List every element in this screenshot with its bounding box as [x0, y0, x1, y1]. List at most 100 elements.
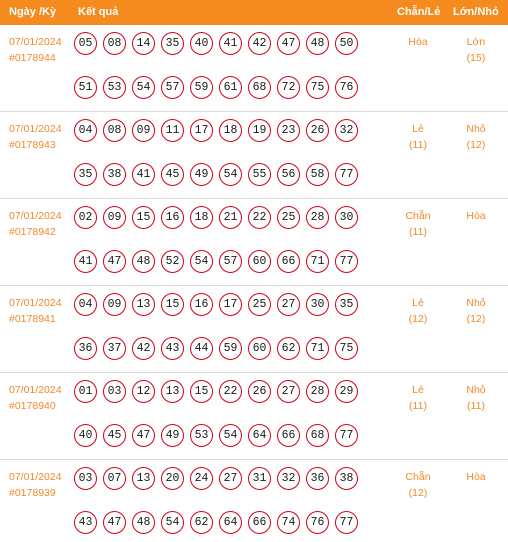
number-line: 36 37 42 43 44 59 60 62 71 75	[74, 337, 366, 360]
number-ball: 08	[103, 32, 126, 55]
odd-even-label: Chẵn	[405, 471, 431, 483]
number-ball: 01	[74, 380, 97, 403]
big-small-result: Hòa	[451, 208, 501, 224]
big-small-result: Nhỏ (12)	[451, 295, 501, 327]
number-ball: 76	[306, 511, 329, 534]
number-ball: 64	[219, 511, 242, 534]
number-line: 03 07 13 20 24 27 31 32 36 38	[74, 467, 366, 490]
number-ball: 43	[74, 511, 97, 534]
number-ball: 30	[335, 206, 358, 229]
number-ball: 47	[103, 511, 126, 534]
number-ball: 27	[219, 467, 242, 490]
number-ball: 50	[335, 32, 358, 55]
number-ball: 26	[248, 380, 271, 403]
draw-date: 07/01/2024	[9, 297, 62, 309]
number-ball: 45	[103, 424, 126, 447]
table-row: 07/01/2024 #0178943 04 08 09 11 17 18 19 23 26 32 35…	[0, 112, 508, 199]
number-ball: 74	[277, 511, 300, 534]
draw-info: 07/01/2024 #0178939	[9, 469, 62, 501]
number-ball: 22	[219, 380, 242, 403]
number-ball: 28	[306, 206, 329, 229]
number-ball: 27	[277, 380, 300, 403]
number-ball: 11	[161, 119, 184, 142]
number-ball: 60	[248, 337, 271, 360]
number-ball: 49	[161, 424, 184, 447]
number-ball: 22	[248, 206, 271, 229]
draw-id-link[interactable]: #0178944	[9, 52, 56, 64]
number-ball: 54	[219, 163, 242, 186]
number-ball: 36	[306, 467, 329, 490]
result-numbers: 01 03 12 13 15 22 26 27 28 29 40 45 47 49 53 54 64 66 68 77	[74, 380, 366, 468]
number-ball: 51	[74, 76, 97, 99]
number-ball: 37	[103, 337, 126, 360]
result-numbers: 04 09 13 15 16 17 25 27 30 35 36 37 42 43 44 59 60 62 71 75	[74, 293, 366, 381]
number-ball: 03	[74, 467, 97, 490]
draw-id-link[interactable]: #0178939	[9, 487, 56, 499]
big-small-count: (12)	[466, 139, 486, 151]
number-ball: 54	[219, 424, 242, 447]
number-ball: 18	[219, 119, 242, 142]
number-ball: 44	[190, 337, 213, 360]
number-ball: 02	[74, 206, 97, 229]
big-small-result: Nhỏ (11)	[451, 382, 501, 414]
number-ball: 66	[248, 511, 271, 534]
draw-date: 07/01/2024	[9, 210, 62, 222]
number-ball: 13	[132, 467, 155, 490]
big-small-count: (12)	[466, 313, 486, 325]
number-ball: 29	[335, 380, 358, 403]
draw-date: 07/01/2024	[9, 471, 62, 483]
number-ball: 36	[74, 337, 97, 360]
odd-even-label: Chẵn	[405, 210, 431, 222]
number-ball: 60	[248, 250, 271, 273]
number-ball: 55	[248, 163, 271, 186]
number-ball: 13	[132, 293, 155, 316]
number-ball: 71	[306, 337, 329, 360]
number-line: 43 47 48 54 62 64 66 74 76 77	[74, 511, 366, 534]
number-ball: 16	[161, 206, 184, 229]
number-line: 02 09 15 16 18 21 22 25 28 30	[74, 206, 366, 229]
number-ball: 66	[277, 250, 300, 273]
draw-date: 07/01/2024	[9, 123, 62, 135]
number-ball: 25	[277, 206, 300, 229]
number-ball: 57	[219, 250, 242, 273]
big-small-result: Lớn (15)	[451, 34, 501, 66]
table-row: 07/01/2024 #0178939 03 07 13 20 24 27 31 32 36 38 43…	[0, 460, 508, 540]
table-row: 07/01/2024 #0178942 02 09 15 16 18 21 22 25 28 30 41…	[0, 199, 508, 286]
number-ball: 43	[161, 337, 184, 360]
number-ball: 03	[103, 380, 126, 403]
odd-even-result: Lẻ (12)	[393, 295, 443, 327]
number-ball: 77	[335, 424, 358, 447]
number-ball: 17	[190, 119, 213, 142]
number-ball: 15	[132, 206, 155, 229]
number-ball: 14	[132, 32, 155, 55]
number-ball: 17	[219, 293, 242, 316]
number-line: 01 03 12 13 15 22 26 27 28 29	[74, 380, 366, 403]
draw-info: 07/01/2024 #0178942	[9, 208, 62, 240]
number-line: 05 08 14 35 40 41 42 47 48 50	[74, 32, 366, 55]
draw-id-link[interactable]: #0178943	[9, 139, 56, 151]
number-ball: 09	[103, 206, 126, 229]
number-ball: 28	[306, 380, 329, 403]
number-ball: 71	[306, 250, 329, 273]
table-row: 07/01/2024 #0178941 04 09 13 15 16 17 25 27 30 35 36…	[0, 286, 508, 373]
draw-id-link[interactable]: #0178942	[9, 226, 56, 238]
draw-info: 07/01/2024 #0178940	[9, 382, 62, 414]
table-row: 07/01/2024 #0178940 01 03 12 13 15 22 26 27 28 29 40…	[0, 373, 508, 460]
big-small-result: Hòa	[451, 469, 501, 485]
draw-id-link[interactable]: #0178940	[9, 400, 56, 412]
result-numbers: 02 09 15 16 18 21 22 25 28 30 41 47 48 52 54 57 60 66 71 77	[74, 206, 366, 294]
number-ball: 48	[132, 250, 155, 273]
number-ball: 26	[306, 119, 329, 142]
number-line: 51 53 54 57 59 61 68 72 75 76	[74, 76, 366, 99]
number-ball: 62	[190, 511, 213, 534]
number-ball: 05	[74, 32, 97, 55]
number-line: 35 38 41 45 49 54 55 56 58 77	[74, 163, 366, 186]
number-ball: 19	[248, 119, 271, 142]
header-date: Ngày /Kỳ	[9, 6, 57, 18]
number-ball: 38	[103, 163, 126, 186]
number-ball: 40	[74, 424, 97, 447]
number-ball: 47	[277, 32, 300, 55]
draw-id-link[interactable]: #0178941	[9, 313, 56, 325]
number-ball: 47	[132, 424, 155, 447]
number-ball: 53	[103, 76, 126, 99]
